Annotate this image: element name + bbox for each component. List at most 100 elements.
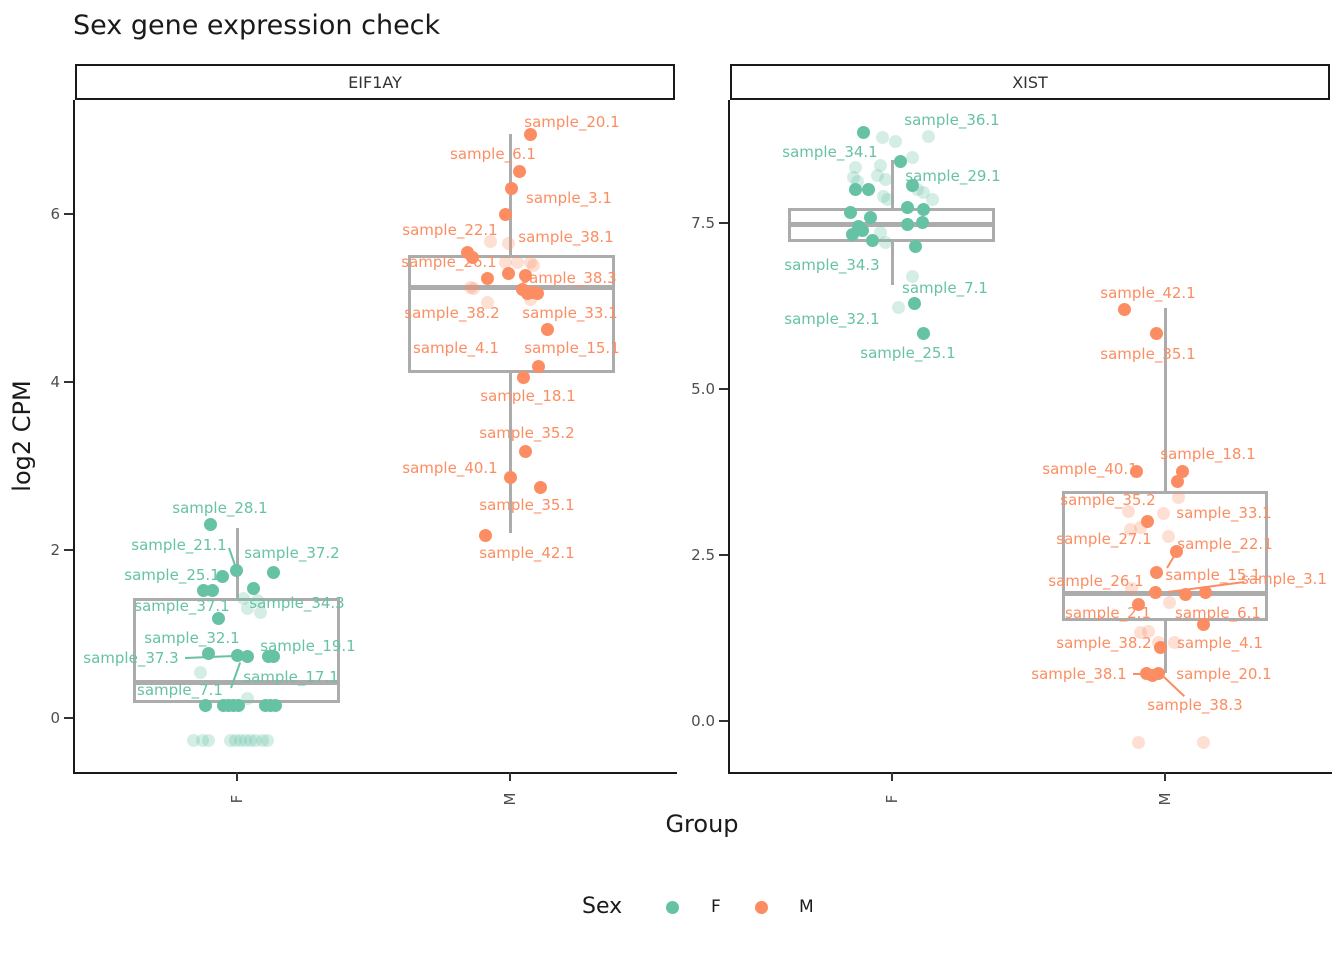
sample-label: sample_28.1 (172, 499, 268, 517)
data-point (843, 206, 857, 220)
data-point (186, 733, 200, 747)
x-tick (236, 772, 238, 781)
data-point (531, 359, 545, 373)
sample-label: sample_19.1 (260, 637, 356, 655)
chart-title: Sex gene expression check (73, 10, 441, 41)
data-point (1171, 490, 1185, 504)
data-point (873, 226, 887, 240)
legend-key-f-icon (666, 901, 679, 914)
sample-label: sample_7.1 (137, 681, 223, 699)
x-axis-title: Group (665, 810, 739, 838)
leader-line (1133, 673, 1144, 675)
sample-label: sample_15.1 (524, 339, 620, 357)
sample-label: sample_27.1 (1056, 530, 1152, 548)
y-tick-label: 7.5 (691, 213, 715, 232)
y-tick (719, 719, 728, 722)
y-axis-line (728, 100, 730, 774)
data-point (891, 301, 905, 315)
sample-label: sample_22.1 (1177, 535, 1273, 553)
panel-eif1ay: sample_28.1 sample_21.1 sample_37.2 sample_… (75, 100, 675, 772)
data-point (1131, 597, 1145, 611)
data-point (1123, 523, 1137, 537)
y-tick-label: 2.5 (691, 545, 715, 564)
data-point (526, 258, 540, 272)
sample-label: sample_29.1 (905, 167, 1001, 185)
whisker-upper (891, 159, 894, 208)
data-point (1149, 565, 1163, 579)
sample-label: sample_34.3 (249, 594, 345, 612)
sample-label: sample_38.3 (1147, 696, 1243, 714)
sample-label: sample_32.1 (784, 310, 880, 328)
sample-label: sample_20.1 (1176, 665, 1272, 683)
data-point (518, 444, 532, 458)
data-point (916, 186, 930, 200)
data-point (1156, 507, 1170, 521)
sample-label: sample_40.1 (402, 459, 498, 477)
data-point (910, 183, 924, 197)
sample-label: sample_4.1 (413, 339, 499, 357)
data-point (905, 270, 919, 284)
y-tick (719, 221, 728, 224)
sample-label: sample_38.1 (1031, 665, 1127, 683)
data-point (900, 218, 914, 232)
data-point (1170, 475, 1184, 489)
y-tick-label: 5.0 (691, 379, 715, 398)
data-point (863, 211, 877, 225)
sample-label: sample_3.1 (1241, 570, 1327, 588)
data-point (1196, 736, 1210, 750)
data-point (900, 201, 914, 215)
data-point (516, 370, 530, 384)
sample-label: sample_18.1 (480, 387, 576, 405)
whisker-lower (891, 242, 894, 285)
x-tick-label: M (501, 792, 519, 806)
data-point (845, 228, 859, 242)
sample-label: sample_6.1 (1175, 604, 1261, 622)
sample-label: sample_20.1 (524, 113, 620, 131)
data-point (255, 733, 269, 747)
sample-label: sample_3.1 (526, 189, 612, 207)
sample-label: sample_18.1 (1160, 445, 1256, 463)
data-point (1153, 641, 1167, 655)
facet-strip-label: EIF1AY (348, 72, 402, 92)
data-point (230, 648, 244, 662)
data-point (1131, 736, 1145, 750)
facet-strip-xist: XIST (730, 64, 1330, 100)
data-point (512, 164, 526, 178)
data-point (1140, 515, 1154, 529)
data-point (865, 233, 879, 247)
sample-label: sample_38.2 (1056, 634, 1152, 652)
y-tick-label: 0.0 (691, 711, 715, 730)
data-point (1148, 586, 1162, 600)
data-point (905, 151, 919, 165)
data-point (498, 207, 512, 221)
data-point (905, 179, 919, 193)
sample-label: sample_38.3 (521, 269, 617, 287)
data-point (916, 203, 930, 217)
y-axis-title: log2 CPM (8, 380, 36, 492)
data-point (848, 160, 862, 174)
data-point (1167, 636, 1181, 649)
data-point (875, 131, 889, 145)
sample-label: sample_26.1 (1048, 572, 1144, 590)
sample-label: sample_37.1 (134, 597, 230, 615)
data-point (1124, 582, 1138, 596)
data-point (1133, 521, 1147, 535)
facet-strip-eif1ay: EIF1AY (75, 64, 675, 100)
data-point (266, 565, 280, 579)
data-point (540, 322, 554, 336)
data-point (888, 135, 902, 149)
data-point (533, 480, 547, 494)
data-point (1175, 465, 1189, 479)
data-point (925, 193, 939, 207)
data-point (518, 269, 532, 283)
data-point (253, 605, 267, 619)
data-point (463, 280, 477, 294)
sample-label: sample_21.1 (131, 536, 227, 554)
data-point (907, 297, 921, 311)
data-point (240, 601, 254, 615)
data-point (523, 293, 537, 307)
y-tick-label: 0 (50, 709, 60, 728)
sample-label: sample_33.1 (522, 304, 618, 322)
data-point (243, 733, 257, 747)
